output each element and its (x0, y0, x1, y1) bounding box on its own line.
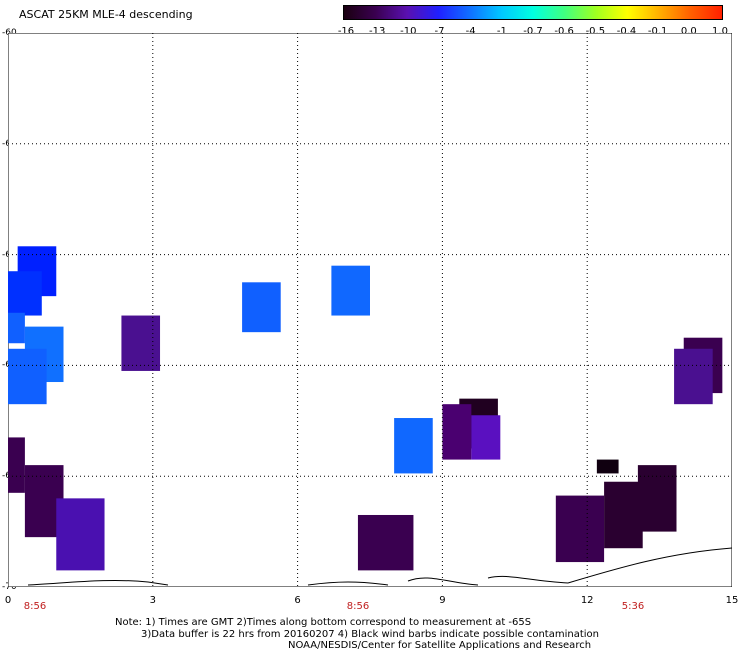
colorbar-tick-label: -1 (496, 26, 507, 37)
coastline (27, 547, 732, 586)
wind-cell (8, 271, 42, 316)
colorbar-tick-label: -7 (434, 26, 445, 37)
colorbar-tick-label: 1.0 (712, 26, 728, 37)
wind-cell (596, 459, 619, 474)
grid-lines (8, 33, 732, 587)
wind-cell (331, 265, 370, 316)
colorbar-tick-label: -10 (400, 26, 417, 37)
note-line-2: 3)Data buffer is 22 hrs from 20160207 4)… (141, 629, 599, 640)
wind-cell (604, 481, 643, 549)
wind-cell (8, 348, 47, 405)
colorbar-tick-label: -0.1 (647, 26, 668, 37)
colorbar-tick-label: -16 (337, 26, 355, 37)
wind-cell (242, 282, 281, 333)
wind-cell (637, 465, 677, 532)
map-plot (8, 33, 732, 587)
wind-cell (121, 315, 161, 371)
colorbar-tick-label: -0.4 (616, 26, 637, 37)
colorbar-tick-label: 0.0 (680, 26, 697, 37)
note-line-1: Note: 1) Times are GMT 2)Times along bot… (115, 617, 532, 628)
wind-cell (555, 495, 605, 563)
wind-cell (56, 498, 105, 571)
colorbar-tick-label: -0.5 (585, 26, 606, 37)
lon-tick-label: 12 (580, 595, 594, 606)
lon-tick-label: 3 (149, 595, 156, 606)
lat-tick-label: -70 (2, 582, 17, 592)
wind-cell (8, 437, 25, 493)
colorbar-tick-label: -4 (465, 26, 476, 37)
wind-cell (394, 418, 433, 474)
wind-cell (8, 312, 25, 344)
wind-cells (8, 246, 723, 571)
lon-tick-label: 6 (294, 595, 301, 606)
lon-tick-label: 15 (725, 595, 739, 606)
colorbar-tick-label: -13 (368, 26, 386, 37)
map-title: ASCAT 25KM MLE-4 descending (19, 8, 193, 21)
note-line-3: NOAA/NESDIS/Center for Satellite Applica… (288, 640, 592, 651)
colorbar-tick-label: -0.6 (554, 26, 574, 37)
time-label: 8:56 (23, 601, 47, 612)
wind-cell (471, 415, 501, 460)
time-label: 8:56 (346, 601, 370, 612)
lon-tick-label: 9 (439, 595, 446, 606)
time-label: 5:36 (621, 601, 645, 612)
wind-cell (442, 404, 472, 460)
colorbar (343, 5, 723, 20)
lon-tick-label: 0 (4, 595, 12, 606)
colorbar-tick-label: -0.7 (523, 26, 543, 37)
wind-cell (357, 514, 414, 571)
wind-cell (674, 348, 713, 405)
